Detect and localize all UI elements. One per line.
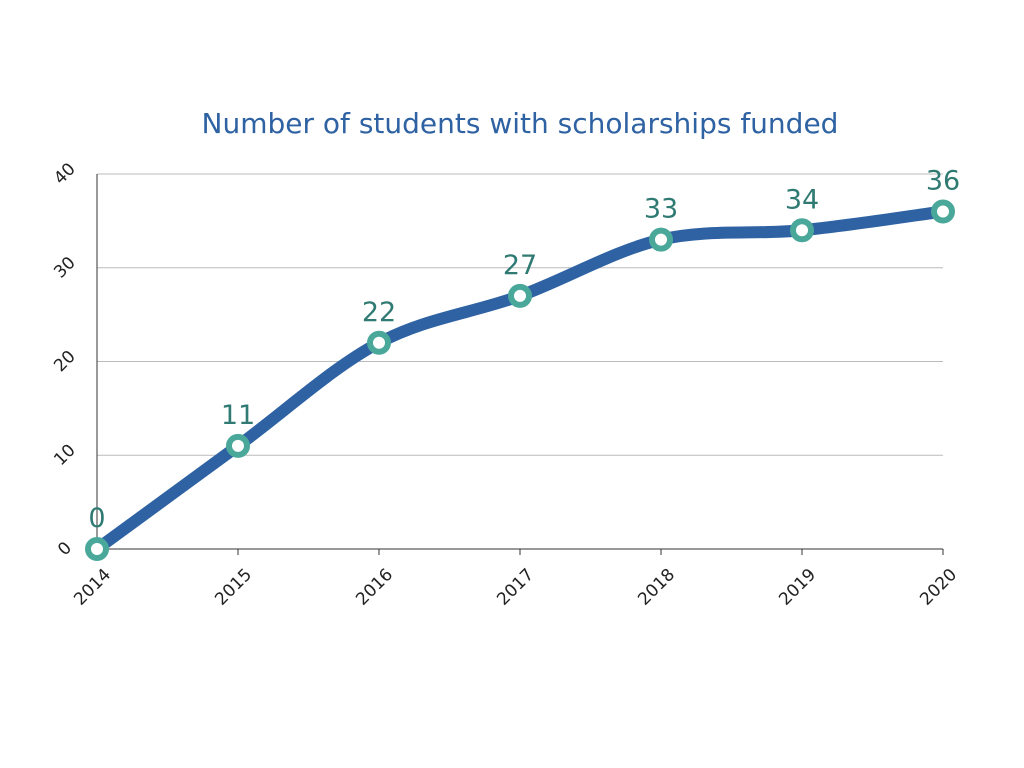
data-label: 27 <box>503 250 537 281</box>
x-tick-label: 2020 <box>916 565 961 610</box>
marker <box>85 537 109 561</box>
marker <box>226 433 250 458</box>
marker <box>367 330 391 355</box>
marker <box>649 227 673 252</box>
data-label: 0 <box>88 503 105 534</box>
y-tick-label: 0 <box>54 538 76 560</box>
data-label: 22 <box>362 297 396 328</box>
x-tick-label: 2019 <box>775 565 820 610</box>
y-tick-label: 10 <box>50 441 79 470</box>
data-label: 11 <box>221 400 255 431</box>
x-tick-label: 2014 <box>70 565 115 610</box>
marker <box>790 218 814 243</box>
x-tick-label: 2018 <box>634 565 679 610</box>
data-label: 34 <box>785 184 819 215</box>
marker <box>508 283 532 308</box>
data-label: 33 <box>644 194 678 225</box>
y-tick-label: 20 <box>50 347 79 376</box>
y-tick-label: 40 <box>50 159 79 188</box>
x-tick-label: 2015 <box>211 565 256 610</box>
y-tick-label: 30 <box>50 253 79 282</box>
chart-title: Number of students with scholarships fun… <box>202 107 839 140</box>
x-tick-label: 2017 <box>493 565 538 610</box>
data-label: 36 <box>926 166 960 197</box>
marker <box>931 199 955 224</box>
x-tick-label: 2016 <box>352 565 397 610</box>
